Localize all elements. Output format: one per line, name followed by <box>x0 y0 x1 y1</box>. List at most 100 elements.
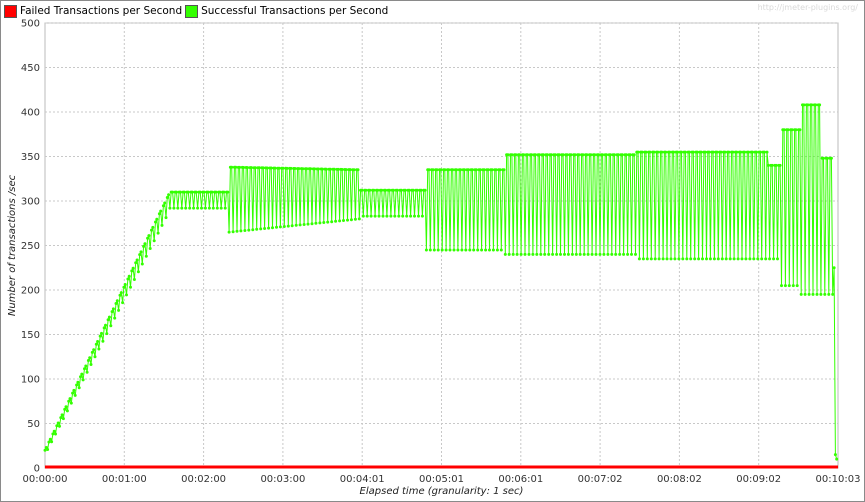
data-point-successful <box>257 166 261 170</box>
y-tick-label: 350 <box>21 152 40 163</box>
data-point-successful <box>605 153 608 157</box>
data-point-successful <box>756 257 760 261</box>
data-point-successful <box>210 190 214 194</box>
data-point-successful <box>223 206 227 210</box>
data-point-successful <box>85 370 89 374</box>
y-tick-label: 150 <box>21 330 40 341</box>
data-point-successful <box>305 167 309 171</box>
data-point-successful <box>132 278 136 281</box>
data-point-successful <box>795 284 799 288</box>
data-point-successful <box>420 214 424 218</box>
data-point-successful <box>259 227 263 231</box>
data-point-successful <box>214 190 218 194</box>
data-point-successful <box>530 153 534 157</box>
data-point-successful <box>277 166 281 170</box>
legend-swatch-failed <box>4 4 17 18</box>
data-point-successful <box>499 248 503 252</box>
data-point-successful <box>192 206 196 210</box>
data-point-successful <box>578 252 582 256</box>
data-point-successful <box>823 292 827 296</box>
data-point-successful <box>218 190 222 194</box>
data-point-successful <box>72 388 76 392</box>
data-point-successful <box>511 252 515 256</box>
data-point-successful <box>622 252 626 256</box>
legend-item-failed[interactable]: Failed Transactions per Second <box>4 4 182 18</box>
data-point-successful <box>543 252 547 256</box>
data-point-successful <box>179 190 182 194</box>
x-tick-label: 00:00:00 <box>23 474 68 485</box>
data-point-successful <box>43 448 47 452</box>
data-point-successful <box>819 292 823 296</box>
data-point-successful <box>452 248 456 252</box>
data-point-successful <box>657 257 661 261</box>
data-point-successful <box>131 266 135 270</box>
data-point-successful <box>468 248 472 252</box>
data-point-successful <box>598 252 602 256</box>
data-point-successful <box>563 252 566 256</box>
legend-item-success[interactable]: Successful Transactions per Second <box>185 4 389 18</box>
data-point-successful <box>636 150 640 154</box>
data-point-successful <box>695 150 699 154</box>
data-point-successful <box>381 214 385 218</box>
data-point-successful <box>626 252 630 256</box>
data-point-successful <box>71 391 75 395</box>
data-point-successful <box>373 214 377 218</box>
data-point-successful <box>766 163 770 167</box>
data-point-successful <box>46 448 50 451</box>
data-point-successful <box>782 128 786 132</box>
data-point-successful <box>728 257 732 261</box>
data-point-successful <box>106 318 110 322</box>
y-tick-label: 50 <box>27 419 40 430</box>
data-point-successful <box>827 292 831 296</box>
data-point-successful <box>832 266 836 270</box>
data-point-successful <box>723 150 727 154</box>
data-point-successful <box>463 168 466 172</box>
data-point-successful <box>100 331 103 335</box>
data-point-successful <box>86 359 90 362</box>
data-point-successful <box>368 188 372 192</box>
data-point-successful <box>803 292 807 296</box>
data-point-successful <box>89 363 93 366</box>
y-tick-label: 200 <box>21 286 40 297</box>
data-point-successful <box>96 340 100 343</box>
data-point-successful <box>186 190 190 194</box>
data-point-successful <box>267 226 271 230</box>
data-point-successful <box>661 257 665 261</box>
data-point-successful <box>159 209 163 213</box>
data-point-successful <box>94 342 98 346</box>
data-point-successful <box>672 150 676 154</box>
data-point-successful <box>160 223 164 227</box>
data-point-successful <box>649 257 653 261</box>
data-point-successful <box>121 301 125 305</box>
x-tick-label: 00:07:02 <box>578 474 623 485</box>
data-point-successful <box>506 153 510 157</box>
data-point-successful <box>317 167 320 171</box>
data-point-successful <box>148 247 152 250</box>
data-point-successful <box>219 206 223 210</box>
data-point-successful <box>645 257 649 261</box>
data-point-successful <box>566 252 570 256</box>
data-point-successful <box>614 252 618 256</box>
legend-label-success: Successful Transactions per Second <box>201 5 389 17</box>
data-point-successful <box>833 453 837 457</box>
x-tick-label: 00:08:02 <box>657 474 702 485</box>
data-point-successful <box>376 188 380 192</box>
data-point-successful <box>640 150 644 154</box>
data-point-successful <box>751 150 754 154</box>
data-point-successful <box>495 248 499 252</box>
data-point-successful <box>673 257 677 261</box>
data-point-successful <box>297 167 301 171</box>
data-point-successful <box>806 103 810 107</box>
data-point-successful <box>235 229 239 233</box>
data-point-successful <box>157 212 161 216</box>
data-point-successful <box>338 219 342 223</box>
data-point-successful <box>109 324 113 328</box>
data-point-successful <box>459 168 463 172</box>
data-point-successful <box>152 239 156 243</box>
data-point-successful <box>586 252 590 256</box>
data-point-successful <box>547 252 551 256</box>
data-point-successful <box>115 299 119 303</box>
data-point-successful <box>685 257 689 261</box>
data-point-successful <box>772 257 776 261</box>
